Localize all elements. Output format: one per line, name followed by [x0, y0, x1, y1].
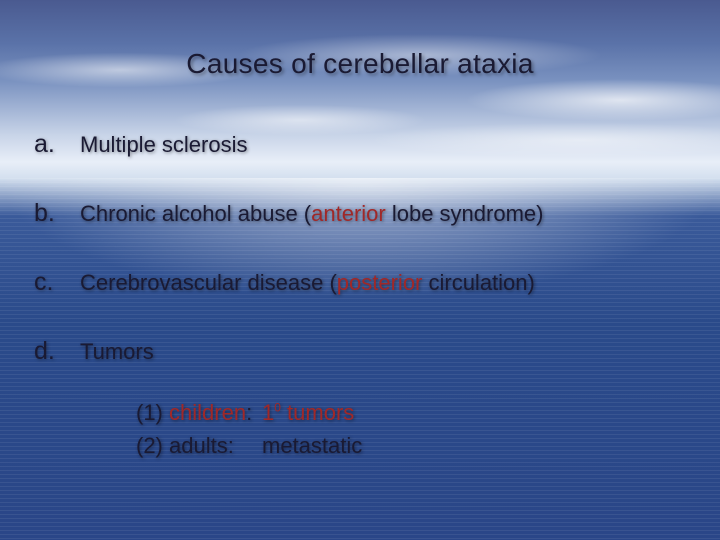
sub-num: (1) [136, 400, 163, 425]
sub-value: metastatic [262, 429, 362, 462]
bullet-text: Tumors [80, 339, 154, 365]
bullet-marker: c. [30, 268, 80, 297]
sub-left: (1) children: [136, 396, 262, 429]
slide: Causes of cerebellar ataxia a. Multiple … [0, 0, 720, 540]
sub-label: adults [169, 433, 228, 458]
bullet-marker: d. [30, 337, 80, 366]
bullet-d: d. Tumors [30, 337, 690, 366]
text-suffix: lobe syndrome) [386, 201, 544, 226]
bullet-text: Multiple sclerosis [80, 132, 248, 158]
slide-title: Causes of cerebellar ataxia [30, 48, 690, 80]
text-prefix: Cerebrovascular disease ( [80, 270, 337, 295]
colon: : [228, 433, 234, 458]
bullet-text: Cerebrovascular disease (posterior circu… [80, 270, 535, 296]
sub-value: 10 tumors [262, 396, 354, 429]
sub-item-2: (2) adults: metastatic [136, 429, 690, 462]
colon: : [246, 400, 252, 425]
sub-list: (1) children: 10 tumors (2) adults: meta… [136, 396, 690, 462]
bullet-a: a. Multiple sclerosis [30, 130, 690, 159]
sub-left: (2) adults: [136, 429, 262, 462]
bullet-marker: a. [30, 130, 80, 159]
highlight-word: posterior [337, 270, 423, 295]
sub-item-1: (1) children: 10 tumors [136, 396, 690, 429]
sub-val-prefix: 1 [262, 400, 274, 425]
sub-val-suffix: tumors [281, 400, 354, 425]
text-suffix: circulation) [422, 270, 534, 295]
bullet-text: Chronic alcohol abuse (anterior lobe syn… [80, 201, 543, 227]
sub-num: (2) [136, 433, 163, 458]
bullet-marker: b. [30, 199, 80, 228]
bullet-b: b. Chronic alcohol abuse (anterior lobe … [30, 199, 690, 228]
slide-content: Causes of cerebellar ataxia a. Multiple … [0, 0, 720, 540]
sub-val-sup: 0 [274, 401, 281, 415]
bullet-list: a. Multiple sclerosis b. Chronic alcohol… [30, 130, 690, 366]
sub-label: children [169, 400, 246, 425]
highlight-word: anterior [311, 201, 386, 226]
text-prefix: Chronic alcohol abuse ( [80, 201, 311, 226]
bullet-c: c. Cerebrovascular disease (posterior ci… [30, 268, 690, 297]
